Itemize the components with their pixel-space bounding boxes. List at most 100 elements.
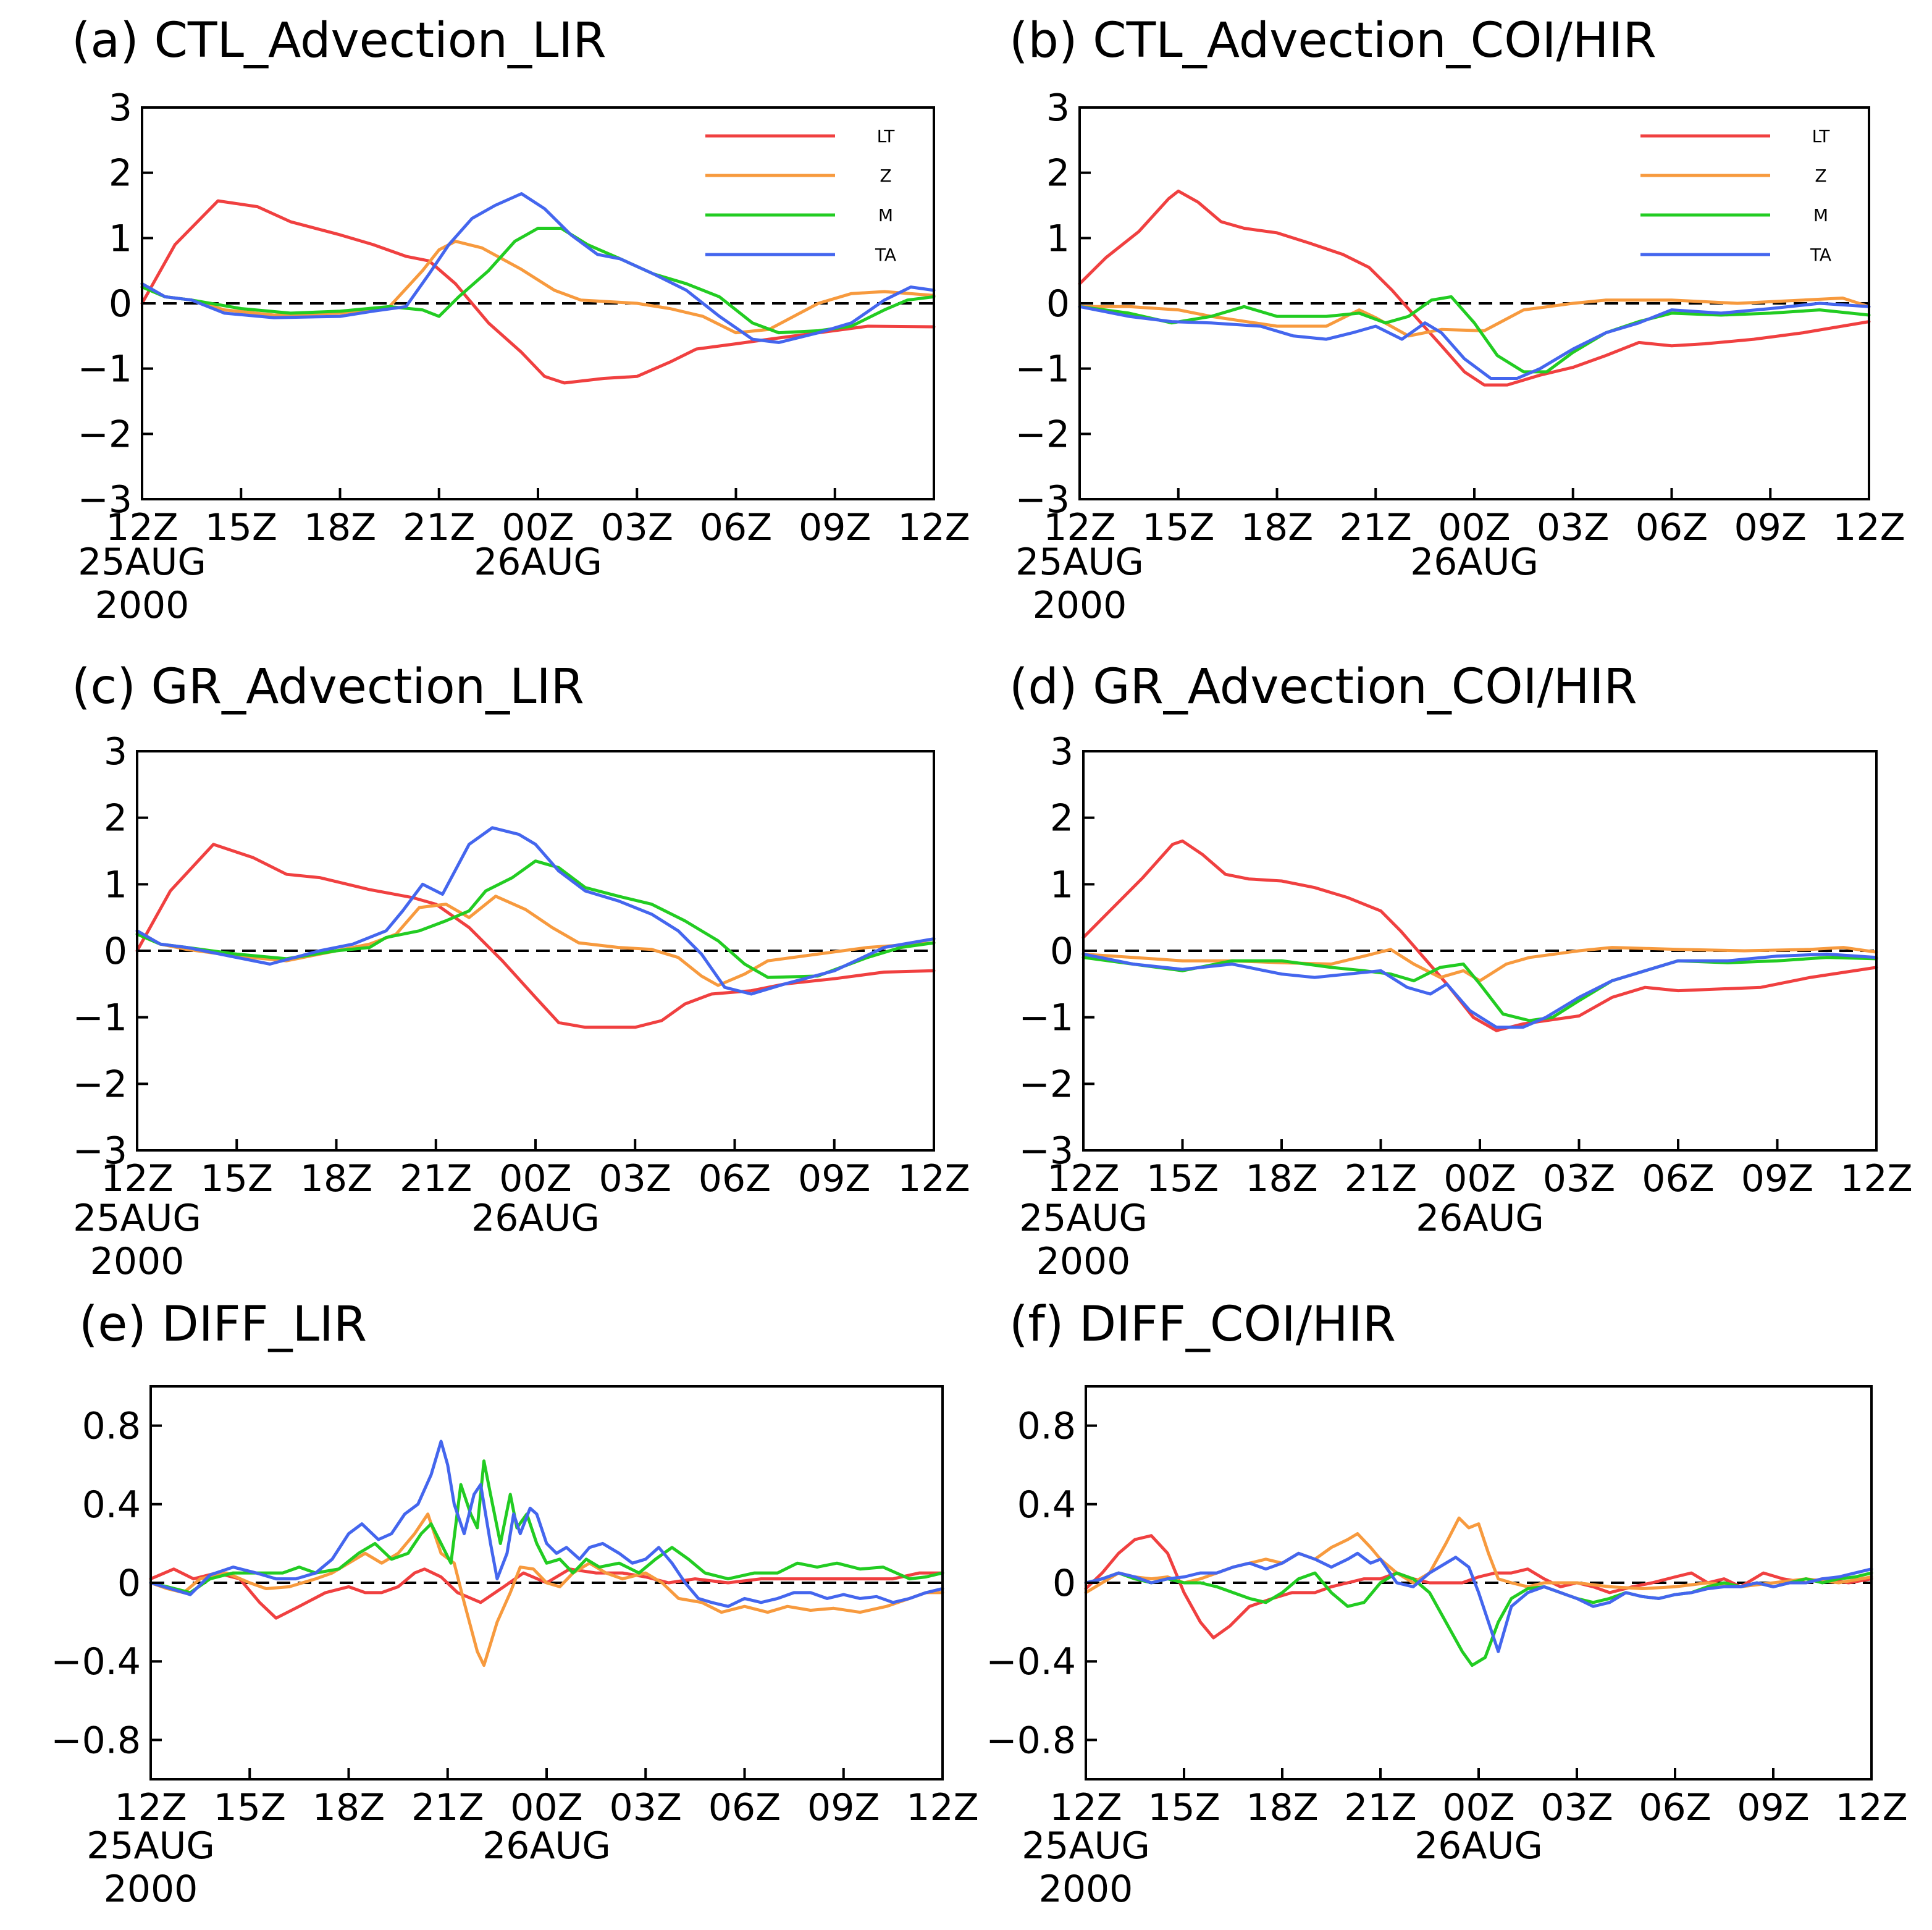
y-tick-label: −2 xyxy=(1019,1063,1073,1106)
chart-panel-f: (f) DIFF_COI/HIR 0.8 0.4 0 −0.4 −0.8 12Z 15Z 18Z… xyxy=(986,1297,1907,1911)
legend-label: Z xyxy=(880,166,891,186)
y-tick-label: −2 xyxy=(78,413,132,456)
y-tick-label: −1 xyxy=(1015,348,1070,391)
y-tick-label: 0 xyxy=(1046,282,1070,326)
x-tick-label: 09Z xyxy=(807,1786,880,1829)
date-start-label: 25AUG xyxy=(1015,541,1144,584)
x-tick-label: 09Z xyxy=(1734,506,1807,549)
y-tick-label: −0.8 xyxy=(51,1719,141,1762)
series-line-m xyxy=(140,227,936,335)
x-tick-label: 06Z xyxy=(700,506,772,549)
series-line-z xyxy=(140,240,936,335)
x-tick-label: 12Z xyxy=(906,1786,978,1829)
x-tick-label: 06Z xyxy=(1636,506,1708,549)
x-tick-label: 06Z xyxy=(699,1157,771,1200)
date-next-label: 26AUG xyxy=(471,1197,600,1240)
y-tick-label: 2 xyxy=(1046,152,1070,195)
x-tick-label: 15Z xyxy=(201,1157,273,1200)
date-start-label: 25AUG xyxy=(73,1197,201,1240)
legend-label: TA xyxy=(1810,245,1831,265)
y-tick-label: 1 xyxy=(109,217,132,260)
y-tick-label: 0.8 xyxy=(82,1405,141,1448)
x-tick-label: 21Z xyxy=(1344,1786,1416,1829)
chart-title: (a) CTL_Advection_LIR xyxy=(72,13,607,69)
x-tick-label: 21Z xyxy=(403,506,475,549)
x-tick-label: 18Z xyxy=(1241,506,1313,549)
series-line-m xyxy=(1078,295,1871,374)
chart-panel-e: (e) DIFF_LIR 0.8 0.4 0 −0.4 −0.8 12Z 15Z 18Z 21Z 0… xyxy=(51,1297,978,1911)
legend-label: LT xyxy=(877,126,896,146)
series-line-ta xyxy=(149,1439,944,1608)
x-tick-label: 06Z xyxy=(1639,1786,1711,1829)
x-tick-label: 21Z xyxy=(1345,1157,1417,1200)
x-tick-label: 12Z xyxy=(106,506,178,549)
x-tick-label: 15Z xyxy=(214,1786,286,1829)
x-tick-label: 15Z xyxy=(205,506,277,549)
y-tick-label: −3 xyxy=(1019,1129,1073,1173)
y-tick-label: 3 xyxy=(1046,86,1070,130)
x-tick-label: 21Z xyxy=(400,1157,472,1200)
year-label: 2000 xyxy=(95,584,190,627)
y-tick-label: −3 xyxy=(73,1129,127,1173)
x-tick-label: 09Z xyxy=(1741,1157,1813,1200)
x-tick-label: 00Z xyxy=(499,1157,571,1200)
y-tick-label: −0.8 xyxy=(986,1719,1076,1762)
x-tick-label: 15Z xyxy=(1142,506,1214,549)
x-tick-label: 09Z xyxy=(1737,1786,1809,1829)
y-tick-label: −2 xyxy=(1015,413,1070,456)
chart-title: (f) DIFF_COI/HIR xyxy=(1009,1297,1396,1352)
x-tick-label: 09Z xyxy=(798,1157,870,1200)
x-tick-label: 12Z xyxy=(1835,1786,1907,1829)
y-tick-label: 0 xyxy=(117,1562,141,1605)
y-tick-label: −2 xyxy=(73,1063,127,1106)
x-tick-label: 03Z xyxy=(1540,1786,1613,1829)
y-tick-label: −3 xyxy=(1015,478,1070,521)
year-label: 2000 xyxy=(1036,1240,1131,1283)
chart-title: (b) CTL_Advection_COI/HIR xyxy=(1009,13,1657,69)
legend-label: TA xyxy=(875,245,896,265)
y-tick-label: −1 xyxy=(1019,997,1073,1040)
y-tick-label: 0.8 xyxy=(1017,1405,1076,1448)
x-tick-label: 18Z xyxy=(300,1157,372,1200)
y-tick-label: 0 xyxy=(1052,1562,1076,1605)
date-start-label: 25AUG xyxy=(1019,1197,1148,1240)
x-tick-label: 12Z xyxy=(897,1157,970,1200)
x-tick-label: 12Z xyxy=(114,1786,187,1829)
x-tick-label: 12Z xyxy=(1047,1157,1119,1200)
y-tick-label: −1 xyxy=(73,997,127,1040)
y-tick-label: 2 xyxy=(1050,797,1073,840)
y-tick-label: 0 xyxy=(104,930,127,973)
x-tick-label: 18Z xyxy=(304,506,376,549)
date-next-label: 26AUG xyxy=(474,541,602,584)
series-line-lt xyxy=(1082,839,1878,1032)
y-tick-label: 3 xyxy=(109,86,132,130)
x-tick-label: 12Z xyxy=(1043,506,1115,549)
y-tick-label: 2 xyxy=(109,152,132,195)
chart-title: (d) GR_Advection_COI/HIR xyxy=(1009,659,1637,715)
x-tick-label: 12Z xyxy=(1049,1786,1122,1829)
y-tick-label: 0.4 xyxy=(1017,1483,1076,1527)
series-line-z xyxy=(149,1512,944,1667)
y-tick-label: −3 xyxy=(78,478,132,521)
x-tick-label: 03Z xyxy=(601,506,673,549)
chart-legend: LT ZM TA xyxy=(1640,126,1831,265)
year-label: 2000 xyxy=(104,1868,198,1911)
series-line-ta xyxy=(1078,301,1871,380)
x-tick-label: 15Z xyxy=(1146,1157,1219,1200)
x-tick-label: 03Z xyxy=(599,1157,671,1200)
x-tick-label: 09Z xyxy=(799,506,871,549)
series-line-m xyxy=(149,1459,944,1595)
y-tick-label: 0 xyxy=(1050,930,1073,973)
x-tick-label: 12Z xyxy=(101,1157,173,1200)
y-tick-label: 3 xyxy=(1050,730,1073,773)
series-line-lt xyxy=(149,1567,944,1620)
x-tick-label: 00Z xyxy=(1438,506,1510,549)
x-tick-label: 00Z xyxy=(1442,1786,1514,1829)
year-label: 2000 xyxy=(90,1240,185,1283)
legend-label: Z xyxy=(1815,166,1826,186)
x-tick-label: 12Z xyxy=(1833,506,1905,549)
